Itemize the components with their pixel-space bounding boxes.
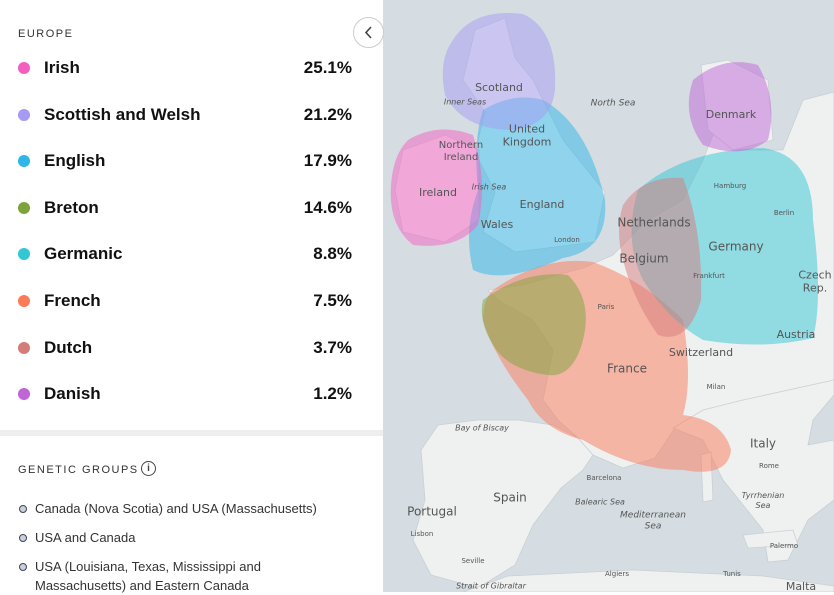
genetic-group: Canada (Nova Scotia) and USA (Massachuse… (19, 499, 345, 518)
map-label: Belgium (619, 252, 668, 266)
section-title: GENETIC GROUPS (18, 464, 139, 476)
map-label: Algiers (605, 570, 629, 578)
map-label: Spain (493, 491, 527, 505)
map-label: Tyrrhenian Sea (742, 491, 785, 510)
map-label: England (520, 198, 565, 211)
map-label: Denmark (706, 108, 757, 121)
ancestry-region (442, 13, 556, 131)
ancestry-name: Breton (44, 197, 99, 217)
map-label: Barcelona (587, 474, 622, 482)
collapse-button[interactable] (353, 17, 384, 48)
map-label: Portugal (407, 505, 457, 519)
map-label: Inner Seas (444, 98, 486, 107)
ancestry-name: Germanic (44, 244, 123, 264)
genetic-group: USA and Canada (19, 528, 345, 547)
ancestry-percent: 1.2% (313, 384, 352, 404)
color-dot (18, 341, 30, 354)
map-label: Switzerland (669, 346, 733, 359)
ancestry-region (469, 97, 606, 276)
map-label: Austria (777, 328, 816, 341)
map-label: Netherlands (617, 216, 690, 230)
ancestry-row: Scottish and Welsh 21.2% (0, 103, 383, 127)
ancestry-panel: EUROPE Irish 25.1% Scottish and Welsh 21.2%… (0, 0, 383, 595)
map-label: Tunis (722, 570, 741, 578)
color-dot (18, 108, 30, 121)
map-label: Bay of Biscay (455, 424, 509, 433)
map-label: United Kingdom (503, 122, 552, 148)
chevron-icon (364, 26, 372, 39)
map-label: Palermo (770, 542, 798, 550)
bullet (19, 505, 27, 513)
map-label: London (554, 236, 580, 244)
map-label: Paris (598, 303, 615, 311)
ancestry-percent: 8.8% (313, 244, 352, 264)
map: Scotland Inner Seas North Sea United Kingdom… (383, 0, 834, 592)
ancestry-name: French (44, 291, 101, 310)
ancestry-region (481, 274, 586, 376)
ancestry-name: Scottish and Welsh (44, 104, 201, 124)
color-dot (18, 388, 30, 401)
map-label: Hamburg (714, 182, 746, 190)
map-label: France (607, 362, 647, 376)
color-dot (18, 62, 30, 74)
ancestry-row: Irish 25.1% (0, 56, 383, 80)
map-label: North Sea (591, 99, 636, 109)
ancestry-name: Dutch (44, 337, 93, 357)
map-label: Malta (786, 580, 816, 592)
map-label: Berlin (774, 209, 794, 217)
color-dot (18, 248, 30, 261)
map-label: Northern Ireland (439, 140, 483, 163)
map-label: Milan (707, 383, 726, 391)
ancestry-percent: 25.1% (303, 58, 352, 77)
ancestry-region (688, 62, 772, 152)
ancestry-row: Dutch 3.7% (0, 336, 383, 360)
ancestry-name: Danish (44, 384, 101, 404)
map-label: Irish Sea (472, 183, 507, 192)
map-label: Italy (750, 437, 776, 451)
ancestry-region (619, 177, 702, 337)
ancestry-percent: 14.6% (303, 197, 352, 217)
region-title: EUROPE (18, 28, 74, 40)
map-label: Czech Rep. (798, 268, 831, 294)
color-dot (18, 155, 30, 168)
bullet (19, 534, 27, 542)
ancestry-percent: 3.7% (313, 337, 352, 357)
ancestry-percent: 21.2% (303, 104, 352, 124)
map-labels: Scotland Inner Seas North Sea United Kingdom… (407, 81, 831, 592)
genetic-group: USA (Louisiana, Texas, Mississippi and M… (19, 557, 345, 595)
map-label: Rome (759, 462, 779, 470)
map-label: Germany (708, 240, 763, 254)
map-label: Mediterranean Sea (620, 510, 686, 531)
map-label: Lisbon (411, 530, 434, 538)
bullet (19, 563, 27, 571)
region-overlays (390, 13, 818, 472)
map-label: Scotland (475, 81, 523, 94)
ancestry-row: Breton 14.6% (0, 196, 383, 220)
ancestry-row: Danish 1.2% (0, 382, 383, 406)
map-label: Strait of Gibraltar (456, 582, 527, 591)
ancestry-region (390, 129, 482, 246)
map-label: Balearic Sea (575, 498, 625, 507)
ancestry-percent: 7.5% (313, 291, 352, 310)
map-label: Frankfurt (693, 272, 725, 280)
land (742, 529, 799, 549)
ancestry-percent: 17.9% (303, 151, 352, 171)
color-dot (18, 201, 30, 214)
map-label: Wales (481, 218, 514, 231)
info-icon[interactable]: i (141, 461, 156, 476)
ancestry-row: Germanic 8.8% (0, 242, 383, 266)
map-label: Seville (461, 557, 484, 565)
separator (0, 430, 383, 436)
ancestry-row: French 7.5% (0, 289, 383, 313)
land (462, 569, 834, 592)
ancestry-name: English (44, 151, 106, 171)
map-label: Ireland (419, 186, 457, 199)
ancestry-name: Irish (44, 58, 80, 77)
ancestry-row: English 17.9% (0, 149, 383, 173)
color-dot (18, 295, 30, 307)
